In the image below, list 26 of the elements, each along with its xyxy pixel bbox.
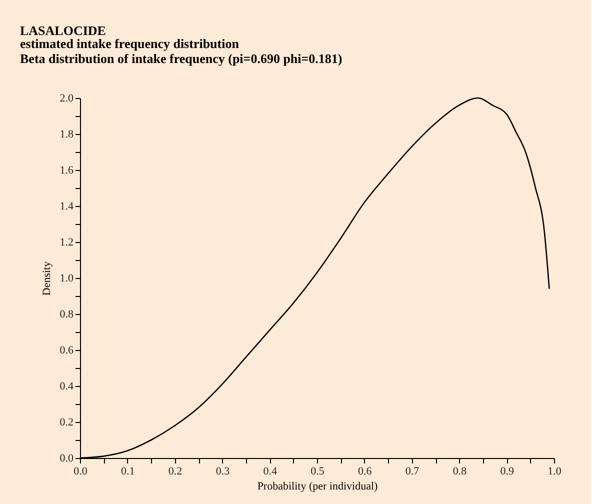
- x-tick-label: 0.3: [216, 466, 230, 478]
- y-axis-title: Density: [40, 260, 53, 296]
- x-tick-label: 0.8: [452, 466, 468, 478]
- x-tick-label: 0.5: [310, 466, 325, 478]
- chart-title: LASALOCIDE: [20, 23, 106, 38]
- x-tick-label: 0.7: [405, 466, 420, 478]
- chart-subtitle: estimated intake frequency distribution Beta distribution of intake frequency (pi=0.690 phi=0.181): [20, 36, 342, 66]
- y-tick-label: 2.0: [60, 92, 74, 104]
- y-tick-label: 0.6: [60, 344, 74, 356]
- x-axis-title: Probability (per individual): [257, 480, 378, 492]
- y-tick-label: 1.6: [60, 164, 74, 176]
- y-tick-label: 1.4: [60, 200, 74, 212]
- y-tick-label: 0.2: [60, 416, 74, 428]
- x-tick-label: 0.2: [168, 466, 182, 478]
- y-tick-label: 1.8: [60, 128, 74, 140]
- x-tick-label: 0.6: [358, 466, 372, 478]
- y-tick-label: 0.4: [60, 380, 74, 392]
- x-tick-label: 0.9: [500, 466, 514, 478]
- x-tick-label: 0.1: [121, 466, 135, 478]
- y-tick-label: 1.2: [60, 236, 74, 248]
- y-tick-label: 0.0: [60, 452, 74, 464]
- x-tick-label: 1.0: [548, 466, 562, 478]
- y-tick-label: 1.0: [60, 272, 74, 284]
- x-tick-label: 0.4: [263, 466, 278, 478]
- x-tick-label: 0.0: [74, 466, 88, 478]
- y-tick-label: 0.8: [60, 308, 74, 320]
